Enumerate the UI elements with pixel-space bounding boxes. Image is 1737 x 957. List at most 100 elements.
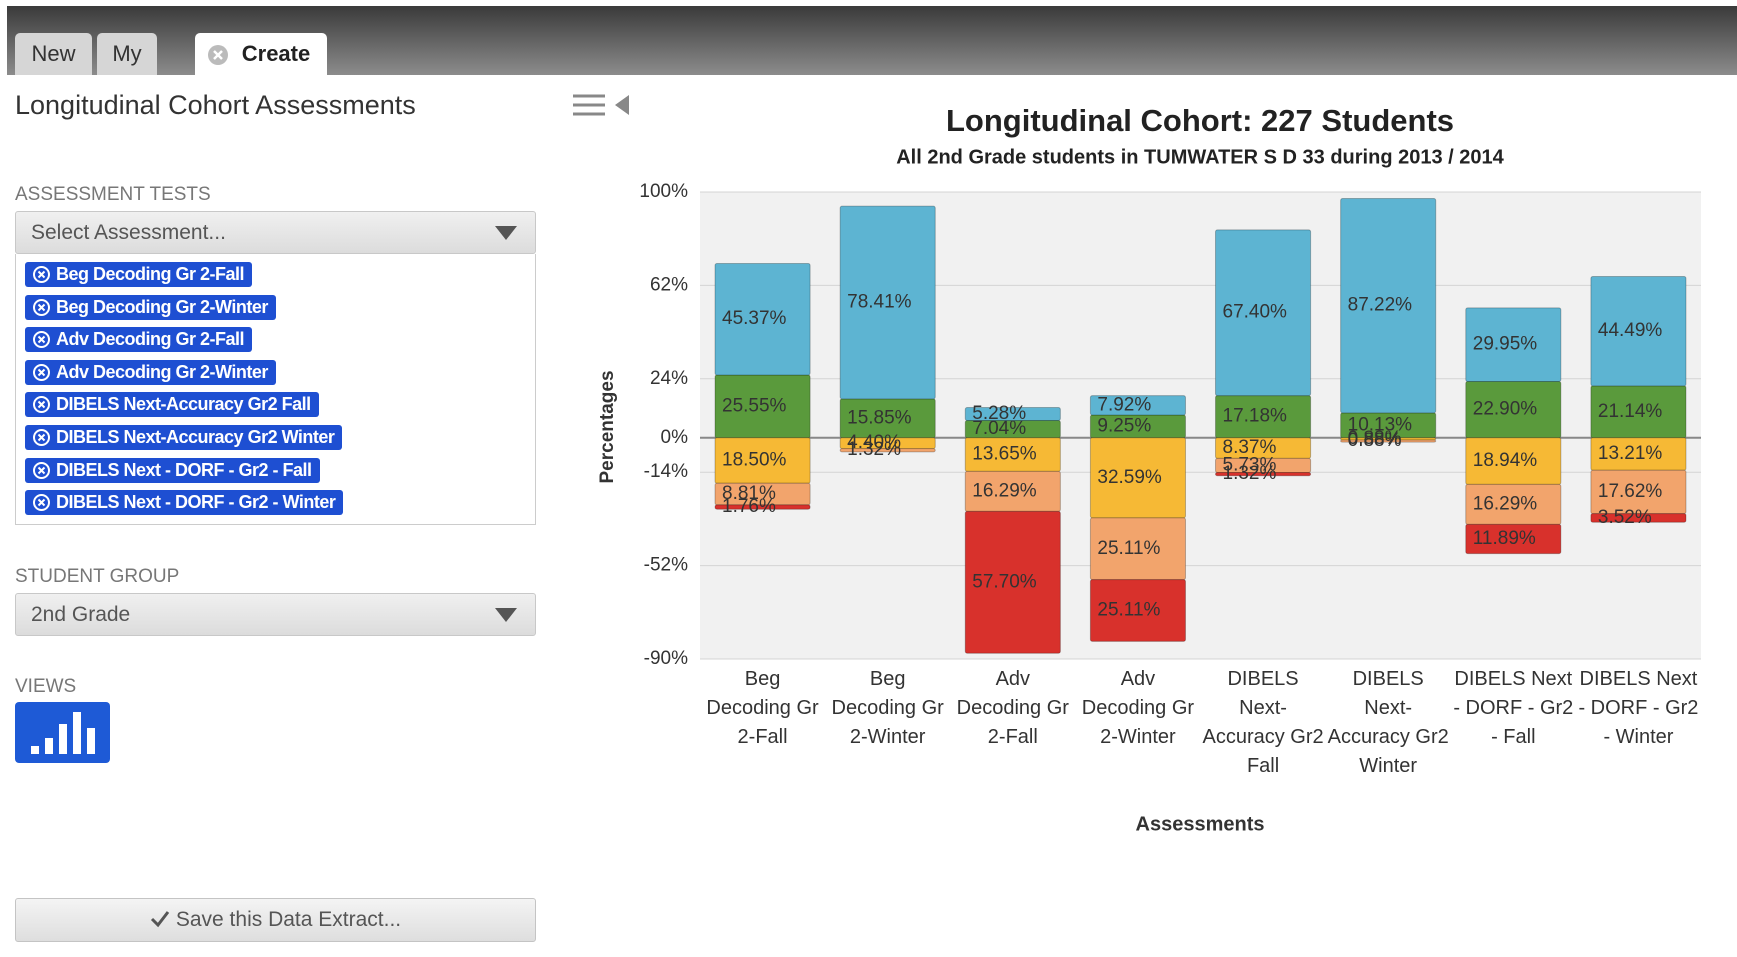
chip[interactable]: DIBELS Next-Accuracy Gr2 Fall <box>25 392 319 418</box>
remove-icon <box>33 298 50 316</box>
remove-icon <box>33 363 50 381</box>
chip-label: DIBELS Next - DORF - Gr2 - Winter <box>56 492 336 513</box>
section-label: VIEWS <box>15 676 77 697</box>
bar-segment <box>1215 229 1312 397</box>
bar-segment <box>1465 307 1562 383</box>
view-button[interactable] <box>15 702 110 763</box>
remove-icon <box>33 331 50 349</box>
bar-segment <box>1340 437 1437 441</box>
data-label: 44.49% <box>1598 320 1663 341</box>
bar-segment <box>839 437 936 450</box>
icon-circle <box>33 363 50 381</box>
data-label: 0.88% <box>1348 430 1402 451</box>
data-label: 7.04% <box>972 418 1026 439</box>
collapse-icon[interactable] <box>573 93 631 117</box>
chip-label: Beg Decoding Gr 2-Fall <box>56 264 245 284</box>
icon-circle <box>33 461 50 479</box>
x-tick-label: Adv Decoding Gr 2-Fall <box>956 668 1069 748</box>
tab[interactable]: My <box>97 33 157 75</box>
data-label: 9.25% <box>1097 415 1151 436</box>
bar-segment <box>839 205 936 400</box>
bar-segment <box>964 407 1061 421</box>
data-label: 45.37% <box>722 308 787 329</box>
data-label: 4.40% <box>847 432 901 453</box>
bar-segment <box>714 262 811 376</box>
dropdown-arrow <box>495 226 517 240</box>
data-label: 78.41% <box>847 291 912 312</box>
x-axis-label: Assessments <box>1136 813 1265 835</box>
bar-segment <box>1089 395 1186 416</box>
icon-circle <box>33 298 50 316</box>
data-label: 18.50% <box>722 450 787 471</box>
data-label: 32.59% <box>1097 467 1162 488</box>
icon-circle <box>33 396 50 414</box>
icon-circle <box>33 494 50 512</box>
tab-active[interactable]: Create <box>195 33 327 75</box>
chip[interactable]: DIBELS Next-Accuracy Gr2 Winter <box>25 425 343 450</box>
data-label: 16.29% <box>1473 493 1538 514</box>
chip[interactable]: Adv Decoding Gr 2-Fall <box>25 327 253 353</box>
icon-circle <box>33 429 50 446</box>
x-tick-label: Adv Decoding Gr 2-Winter <box>1081 668 1195 748</box>
data-label: 57.70% <box>972 571 1037 592</box>
chip[interactable]: Adv Decoding Gr 2-Winter <box>25 359 276 385</box>
chart-subtitle: All 2nd Grade students in TUMWATER S D 3… <box>896 146 1504 168</box>
icon-cross <box>37 498 46 507</box>
data-label: 1.32% <box>1223 463 1277 484</box>
tab-label: Create <box>241 41 311 66</box>
data-label: 8.37% <box>1223 437 1277 458</box>
select-text: 2nd Grade <box>31 603 131 626</box>
data-label: 29.95% <box>1473 334 1538 355</box>
data-label: 17.62% <box>1598 481 1663 502</box>
data-label: 8.81% <box>722 483 776 504</box>
data-label: 13.65% <box>972 444 1037 465</box>
bar-segment <box>1590 513 1687 523</box>
bar-segment <box>1465 437 1562 485</box>
data-label: 10.13% <box>1348 414 1413 435</box>
chip[interactable]: Beg Decoding Gr 2-Winter <box>25 294 276 320</box>
section-label: STUDENT GROUP <box>15 566 180 587</box>
icon-cross <box>37 270 46 279</box>
bar-segment <box>1590 275 1687 387</box>
chip-label: DIBELS Next - DORF - Gr2 - Fall <box>56 459 312 480</box>
y-tick-label: -52% <box>644 555 688 576</box>
bar-segment <box>1590 437 1687 471</box>
data-label: 67.40% <box>1223 302 1288 323</box>
icon-cross <box>37 433 46 442</box>
y-tick-label: 0% <box>661 427 689 448</box>
bar-segment <box>839 448 936 453</box>
remove-icon <box>33 461 50 479</box>
chip[interactable]: DIBELS Next - DORF - Gr2 - Winter <box>25 490 344 516</box>
bar-segment <box>714 437 811 484</box>
data-label: 87.22% <box>1348 295 1413 316</box>
tab[interactable]: New <box>15 33 92 75</box>
bar-segment <box>1340 198 1437 414</box>
data-label: 25.11% <box>1097 538 1160 559</box>
remove-icon <box>33 429 50 446</box>
bar-segment <box>1215 437 1312 459</box>
chip-label: Adv Decoding Gr 2-Winter <box>56 361 268 382</box>
chart-title: Longitudinal Cohort: 227 Students <box>946 103 1454 138</box>
bar-segment <box>1340 439 1437 443</box>
select[interactable]: Select Assessment... <box>15 211 536 254</box>
bar-segment <box>714 504 811 510</box>
save-button[interactable]: Save this Data Extract... <box>15 898 536 942</box>
x-tick-label: Beg Decoding Gr 2-Fall <box>706 668 819 748</box>
data-label: 18.94% <box>1473 450 1538 471</box>
data-label: 7.92% <box>1097 394 1151 415</box>
chip[interactable]: DIBELS Next - DORF - Gr2 - Fall <box>25 457 320 483</box>
bar-segment <box>1215 471 1312 477</box>
icon-cross <box>37 335 46 344</box>
chip-list: Beg Decoding Gr 2-Fall Beg Decoding Gr 2-… <box>15 254 536 525</box>
data-label: 0.88% <box>1348 428 1402 449</box>
dropdown-arrow <box>495 608 517 622</box>
select-text: Select Assessment... <box>31 221 226 244</box>
icon-cross <box>37 368 46 377</box>
select[interactable]: 2nd Grade <box>15 593 536 636</box>
y-tick-label: 24% <box>650 368 688 389</box>
close-icon[interactable] <box>207 44 229 66</box>
chip-label: Adv Decoding Gr 2-Fall <box>56 329 245 350</box>
chip[interactable]: Beg Decoding Gr 2-Fall <box>25 262 253 287</box>
chip-label: DIBELS Next-Accuracy Gr2 Winter <box>56 427 335 447</box>
